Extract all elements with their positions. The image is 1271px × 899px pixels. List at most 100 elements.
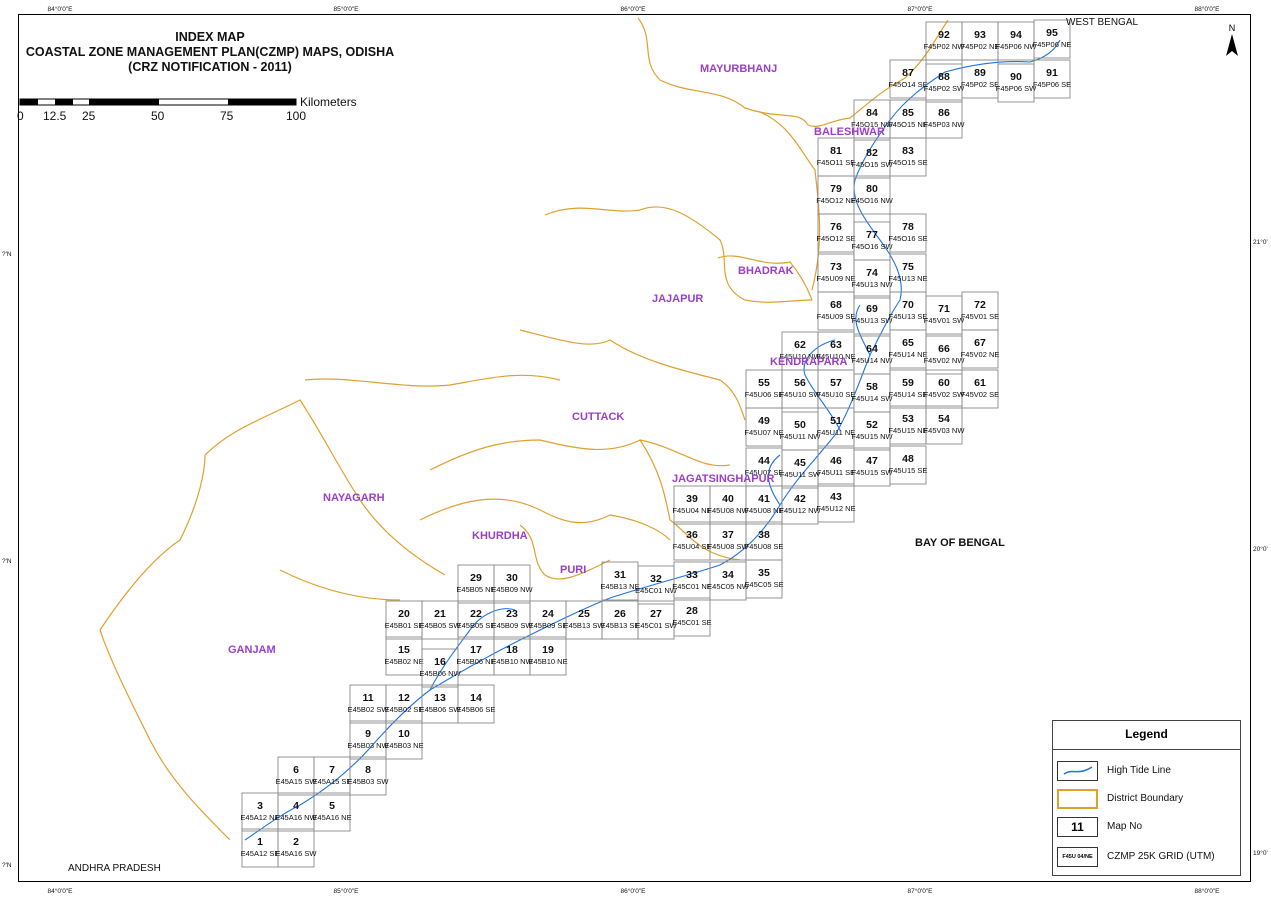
grid-cell-code: F45U12 NW xyxy=(779,506,821,515)
grid-cell-code: E45B05 SE xyxy=(457,621,496,630)
grid-cell-code: F45O16 SW xyxy=(851,242,893,251)
grid-cell-box xyxy=(889,405,927,445)
grid-cell-number: 74 xyxy=(866,267,878,279)
grid-cell-number: 40 xyxy=(722,493,734,505)
graticule-right-0: 21°0' xyxy=(1253,238,1268,246)
district-label-khurdha: KHURDHA xyxy=(472,530,528,542)
grid-cell-code: E45B03 NE xyxy=(384,741,423,750)
grid-cell-code: F45U09 NE xyxy=(816,274,855,283)
grid-cell-code: F45U08 NE xyxy=(744,506,783,515)
grid-cell-box xyxy=(277,828,315,868)
grid-cell-number: 51 xyxy=(830,415,842,427)
graticule-top-1: 85°0'0"E xyxy=(334,5,360,13)
grid-cell-box xyxy=(853,373,891,413)
legend-item-high-tide: High Tide Line xyxy=(1053,761,1240,783)
grid-cell-number: 21 xyxy=(434,608,446,620)
